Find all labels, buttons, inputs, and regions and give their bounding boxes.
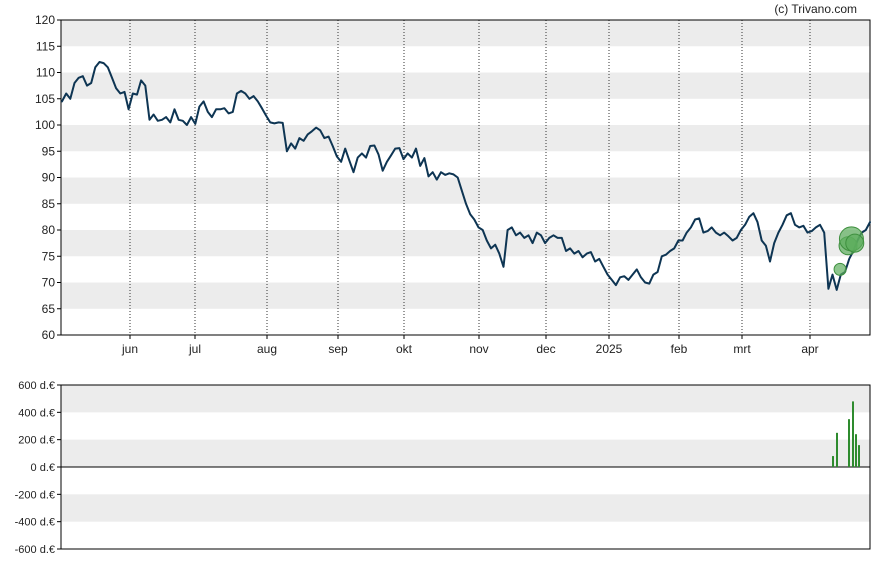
price-y-tick-label: 90 xyxy=(42,171,56,185)
volume-chart-bands xyxy=(61,385,870,522)
price-y-tick-label: 75 xyxy=(42,249,56,263)
month-tick-label: 2025 xyxy=(596,342,623,356)
month-tick-label: aug xyxy=(257,342,277,356)
month-tick-label: okt xyxy=(396,342,413,356)
month-x-axis: jun jul aug sep okt nov dec 2025 feb mrt apr xyxy=(121,335,819,356)
price-line xyxy=(61,61,871,291)
trade-bubble xyxy=(833,262,847,276)
price-band xyxy=(61,72,870,99)
price-y-axis: 60 65 70 75 80 85 90 95 100 105 110 115 120 xyxy=(35,13,61,342)
volume-band xyxy=(61,439,870,467)
volume-band xyxy=(61,385,870,413)
volume-y-tick-label: -200 d.€ xyxy=(15,489,55,501)
volume-bar xyxy=(836,432,838,467)
volume-bar xyxy=(855,434,857,467)
price-chart-bands xyxy=(61,20,870,309)
price-band xyxy=(61,20,870,47)
price-y-tick-label: 110 xyxy=(36,66,55,80)
credit-label: (c) Trivano.com xyxy=(774,2,857,16)
month-tick-label: feb xyxy=(671,342,688,356)
volume-bar xyxy=(852,401,854,467)
month-tick-label: apr xyxy=(801,342,818,356)
price-y-tick-label: 105 xyxy=(35,92,55,106)
price-y-tick-label: 95 xyxy=(42,144,56,158)
trade-bubbles xyxy=(833,226,865,276)
month-tick-label: nov xyxy=(469,342,488,356)
volume-y-tick-label: 0 d.€ xyxy=(31,462,55,474)
price-band xyxy=(61,125,870,152)
volume-bar xyxy=(848,419,850,467)
price-y-tick-label: 70 xyxy=(42,276,56,290)
month-tick-label: jul xyxy=(188,342,201,356)
price-y-tick-label: 85 xyxy=(42,197,56,211)
month-tick-label: dec xyxy=(536,342,555,356)
price-y-tick-label: 60 xyxy=(42,328,56,342)
month-tick-label: sep xyxy=(328,342,348,356)
volume-y-tick-label: 600 d.€ xyxy=(18,380,55,392)
volume-y-tick-label: 400 d.€ xyxy=(18,407,55,419)
volume-bar xyxy=(858,445,860,467)
price-y-tick-label: 120 xyxy=(35,13,55,27)
trade-bubble xyxy=(845,233,865,253)
price-y-tick-label: 100 xyxy=(35,118,55,132)
volume-y-tick-label: 200 d.€ xyxy=(18,435,55,447)
volume-y-tick-label: -600 d.€ xyxy=(15,544,55,556)
price-band xyxy=(61,282,870,309)
price-y-tick-label: 65 xyxy=(42,302,56,316)
month-tick-label: jun xyxy=(121,342,138,356)
price-y-tick-label: 115 xyxy=(36,39,55,53)
month-tick-label: mrt xyxy=(733,342,751,356)
volume-y-axis: 600 d.€ 400 d.€ 200 d.€ 0 d.€ -200 d.€ -400 d… xyxy=(15,380,61,556)
volume-y-tick-label: -400 d.€ xyxy=(15,517,55,529)
volume-band xyxy=(61,494,870,522)
volume-bar xyxy=(832,456,834,467)
volume-bars xyxy=(832,401,860,467)
price-y-tick-label: 80 xyxy=(42,223,56,237)
price-band xyxy=(61,230,870,257)
